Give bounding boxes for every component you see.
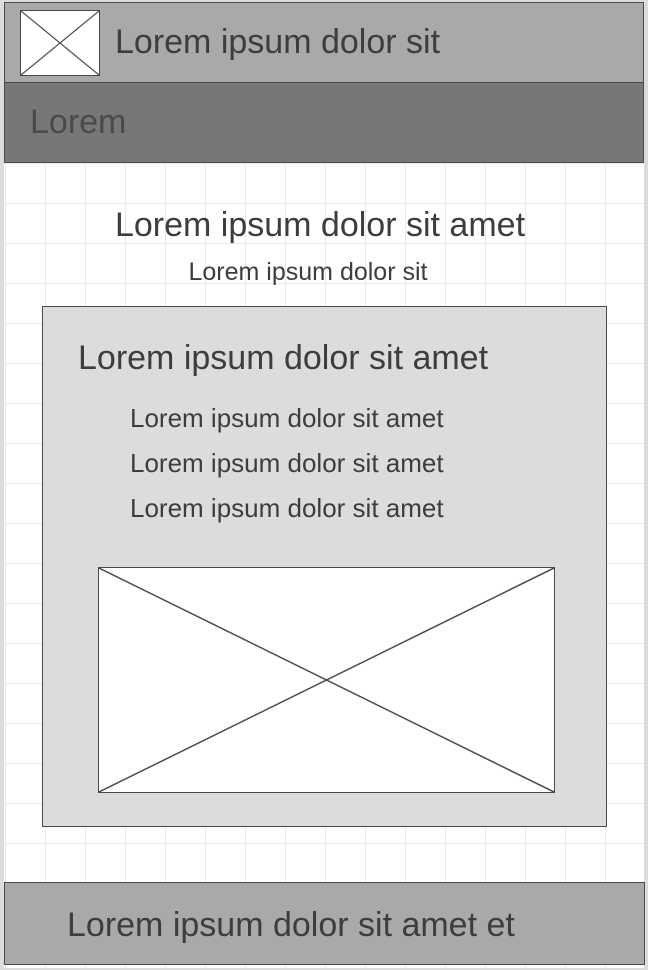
logo-image-placeholder-icon <box>20 10 100 76</box>
list-item: Lorem ipsum dolor sit amet <box>130 403 444 433</box>
card-title: Lorem ipsum dolor sit amet <box>78 339 489 377</box>
page-title: Lorem ipsum dolor sit amet <box>114 206 526 244</box>
content-card: Lorem ipsum dolor sit amet Lorem ipsum d… <box>42 306 607 827</box>
list-item: Lorem ipsum dolor sit amet <box>130 448 444 478</box>
subnav-label[interactable]: Lorem <box>30 103 127 141</box>
page-subtitle: Lorem ipsum dolor sit <box>188 258 428 286</box>
header-title: Lorem ipsum dolor sit <box>115 23 441 61</box>
image-placeholder-icon <box>98 567 555 793</box>
footer-bar: Lorem ipsum dolor sit amet et <box>4 882 645 965</box>
subnav-bar[interactable]: Lorem <box>4 82 644 163</box>
footer-text: Lorem ipsum dolor sit amet et <box>67 906 515 944</box>
card-list: Lorem ipsum dolor sit amet Lorem ipsum d… <box>130 403 444 538</box>
list-item: Lorem ipsum dolor sit amet <box>130 493 444 523</box>
header-bar: Lorem ipsum dolor sit <box>4 2 644 84</box>
